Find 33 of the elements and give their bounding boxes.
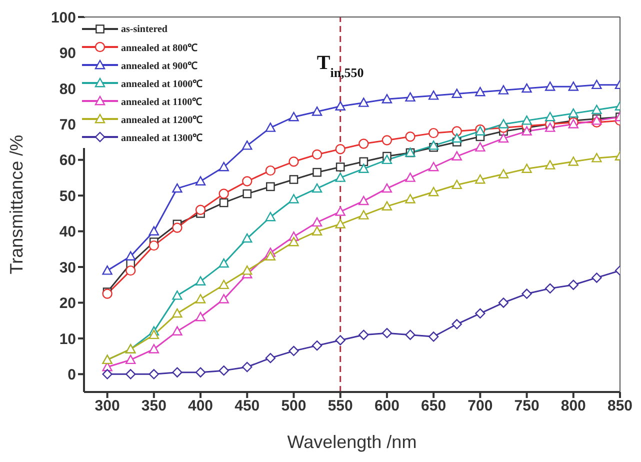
legend-label: annealed at 1100℃ (121, 96, 202, 108)
legend-label: annealed at 800℃ (121, 42, 198, 54)
y-tick-label: 0 (68, 366, 76, 384)
y-tick-label: 70 (59, 116, 76, 134)
x-tick-label: 600 (374, 398, 400, 415)
x-axis-title: Wavelength /nm (287, 432, 417, 452)
legend-label: annealed at 900℃ (121, 60, 198, 72)
legend-label: as-sintered (121, 24, 168, 34)
legend-label: annealed at 1000℃ (121, 78, 203, 90)
y-tick-label: 40 (59, 224, 76, 241)
x-tick-label: 750 (514, 398, 540, 415)
x-tick-label: 850 (607, 398, 633, 415)
legend-label: annealed at 1200℃ (121, 114, 203, 126)
y-tick-label: 100 (50, 9, 76, 26)
legend-label: annealed at 1300℃ (121, 132, 203, 144)
y-tick-label: 80 (59, 80, 76, 98)
x-tick-label: 350 (141, 398, 166, 415)
x-tick-label: 800 (560, 398, 586, 415)
x-tick-label: 400 (188, 398, 214, 415)
x-tick-label: 500 (281, 398, 306, 415)
y-tick-label: 10 (59, 330, 76, 348)
y-tick-label: 60 (59, 152, 76, 170)
ref-line-label: T$_{in,550}$ (316, 52, 364, 80)
x-tick-label: 450 (234, 398, 260, 415)
y-tick-label: 90 (59, 45, 76, 62)
x-tick-label: 300 (94, 398, 120, 415)
y-tick-label: 20 (59, 295, 76, 312)
y-tick-label: 50 (59, 188, 76, 205)
x-tick-label: 650 (421, 398, 446, 415)
x-tick-label: 700 (468, 398, 493, 415)
y-tick-label: 30 (59, 259, 76, 276)
y-axis-title: Transmittance /% (6, 134, 26, 274)
x-tick-label: 550 (328, 398, 353, 415)
